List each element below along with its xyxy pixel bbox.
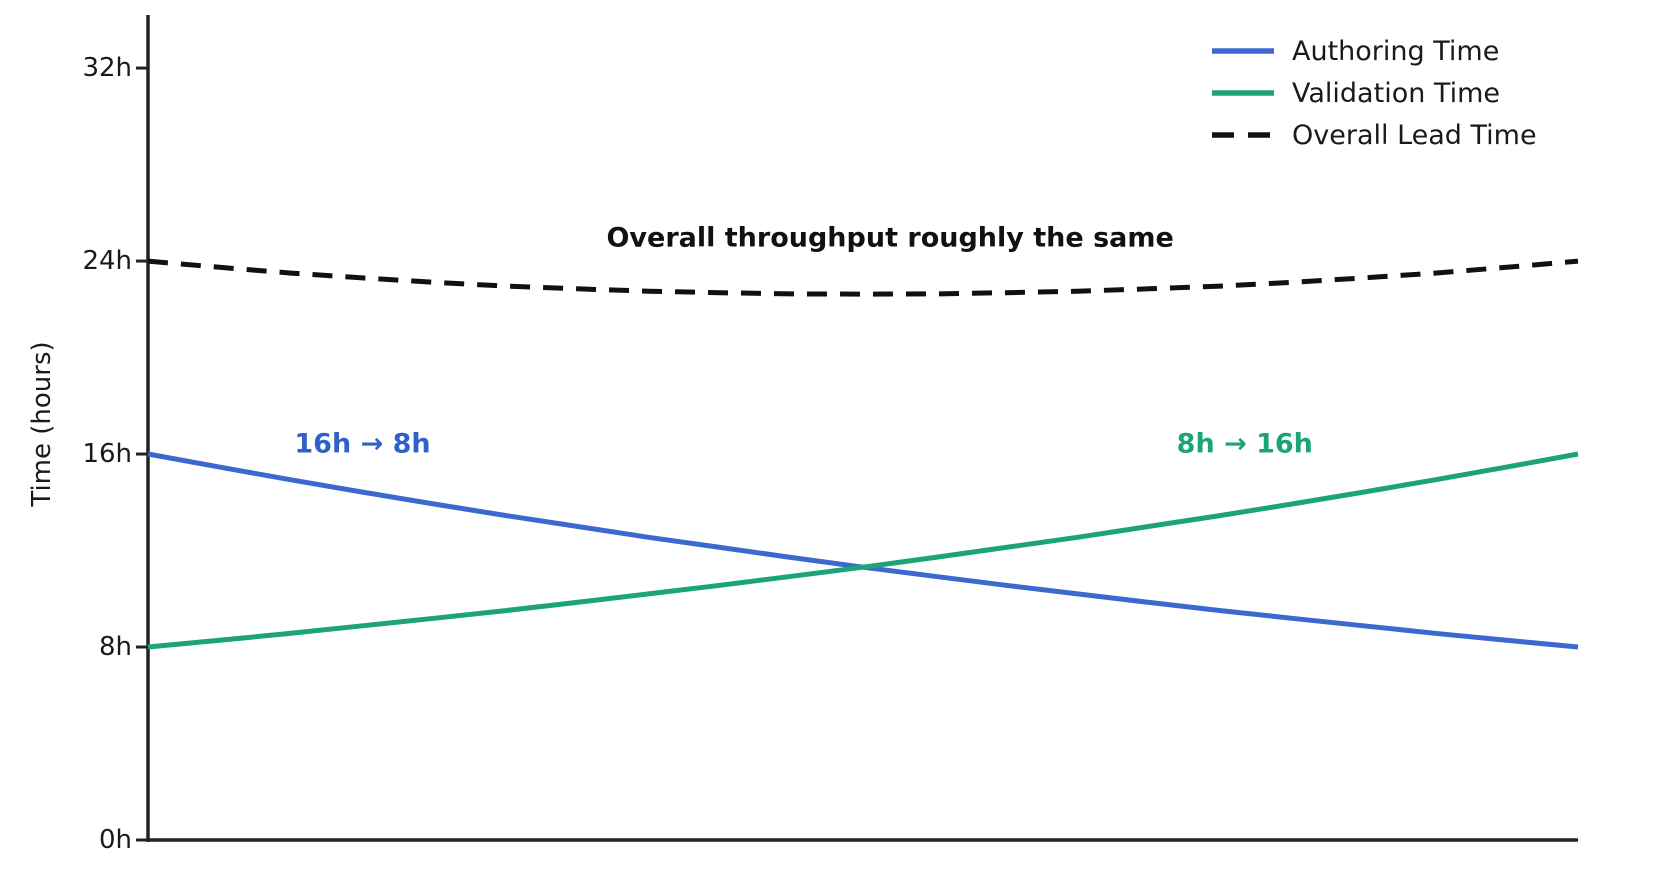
legend-label: Overall Lead Time bbox=[1292, 119, 1537, 151]
annotation-text: Overall throughput roughly the same bbox=[606, 222, 1174, 254]
y-tick-label: 16h bbox=[82, 439, 132, 470]
series-line-validation-time bbox=[147, 451, 1579, 650]
y-axis-title: Time (hours) bbox=[27, 341, 57, 507]
annotation-text: 8h → 16h bbox=[1176, 428, 1313, 460]
legend-item-validation-time: Validation Time bbox=[1212, 72, 1537, 114]
legend-item-authoring-time: Authoring Time bbox=[1212, 30, 1537, 72]
legend-label: Authoring Time bbox=[1292, 35, 1500, 67]
legend-label: Validation Time bbox=[1292, 77, 1500, 109]
legend-swatch-line-icon bbox=[1212, 47, 1274, 55]
legend-swatch-line-icon bbox=[1212, 89, 1274, 97]
y-tick-label: 24h bbox=[82, 246, 132, 277]
y-tick-label: 32h bbox=[82, 53, 132, 84]
legend-item-overall-lead-time: Overall Lead Time bbox=[1212, 114, 1537, 156]
y-tick-label: 0h bbox=[98, 825, 132, 855]
legend-swatch-dashed-line-icon bbox=[1212, 131, 1274, 139]
series-line-overall-lead-time bbox=[147, 258, 1579, 297]
series-line-authoring-time bbox=[147, 451, 1579, 650]
y-tick-label: 8h bbox=[98, 632, 132, 663]
annotation-text: 16h → 8h bbox=[294, 428, 431, 460]
legend: Authoring Time Validation Time Overall Lea… bbox=[1212, 30, 1537, 156]
